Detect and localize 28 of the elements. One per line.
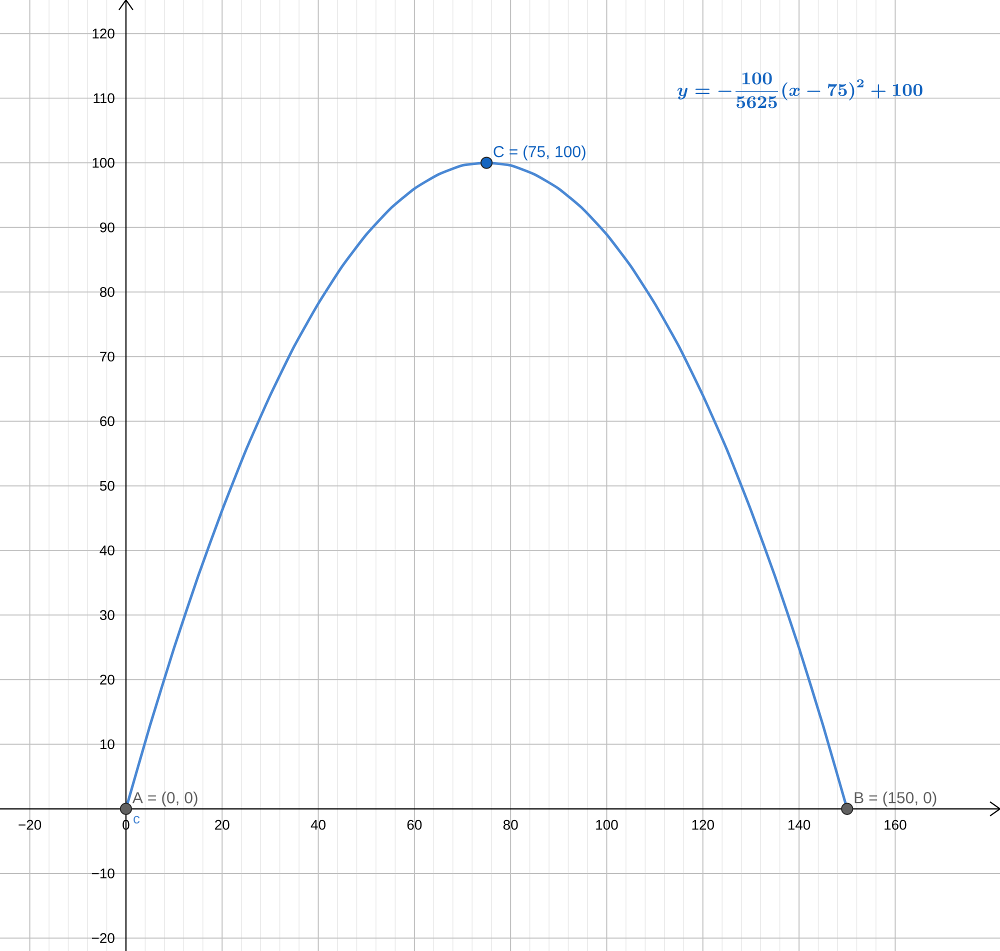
y-tick-label: 100 [92, 158, 114, 168]
annotation: A = (0, 0) [132, 792, 198, 806]
y-tick-label: −10 [92, 868, 114, 878]
y-tick-label: 90 [100, 222, 114, 232]
y-tick-label: 110 [94, 93, 114, 104]
x-tick-label: 160 [884, 820, 906, 830]
x-tick-label: 140 [788, 820, 810, 830]
y-tick-label: 10 [100, 739, 114, 750]
y-tick-label: 60 [100, 416, 114, 426]
y-tick-label: 70 [100, 352, 114, 362]
y-tick-label: 40 [100, 546, 114, 556]
x-tick-label: 60 [407, 820, 422, 830]
x-tick-label: 80 [503, 820, 518, 830]
y-tick-label: −20 [92, 933, 114, 944]
x-tick-label: 40 [310, 820, 326, 830]
y-tick-label: 50 [100, 480, 114, 491]
series-label: c [134, 816, 140, 824]
y-tick-label: 30 [100, 610, 114, 620]
annotation: B = (150, 0) [854, 792, 936, 806]
y-tick-label: 20 [100, 674, 114, 685]
x-tick-label: −20 [18, 820, 42, 830]
x-tick-label: 100 [596, 820, 618, 830]
annotation: C = (75, 100) [494, 146, 586, 160]
x-tick-label: 20 [215, 820, 230, 830]
x-tick-label: 120 [692, 820, 714, 830]
y-tick-label: 80 [100, 287, 114, 297]
annotation: $y=-\frac{100}{5625}(x-75)^2+100$ [677, 72, 922, 108]
y-tick-label: 120 [92, 28, 114, 39]
